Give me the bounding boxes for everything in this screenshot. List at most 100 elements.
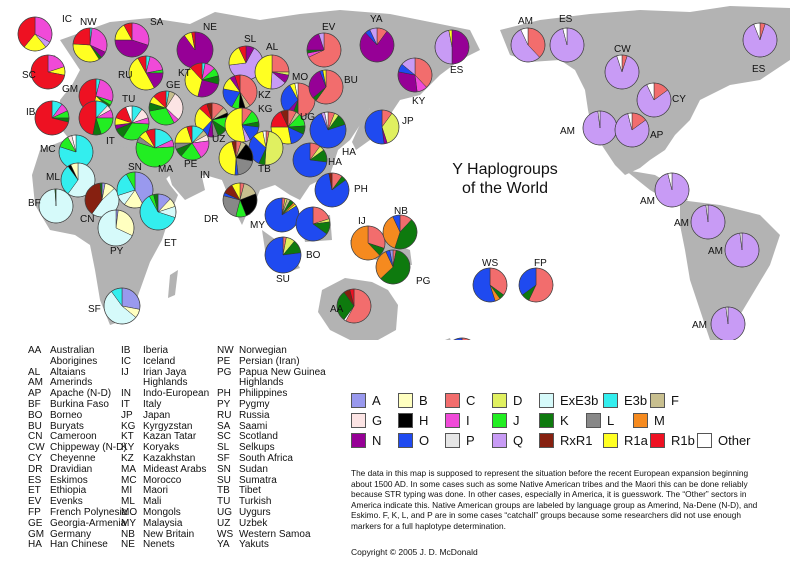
pie-outline [60, 162, 96, 198]
pie-outline [375, 249, 411, 285]
pie-chart-pg: PG [375, 249, 431, 287]
legend-item-e3b: E3b [603, 392, 650, 408]
abbreviation-name: Uzbek [239, 517, 268, 529]
pie-label: TB [258, 164, 271, 175]
abbreviation-name: Japan [143, 409, 171, 421]
legend-item-c: C [445, 392, 492, 408]
abbreviation-row: IJ Irian Jaya [121, 367, 209, 379]
legend-label: K [560, 412, 569, 428]
pie-chart-kg: KG [224, 104, 273, 143]
legend-label: H [419, 412, 429, 428]
pie-outline [510, 27, 546, 63]
abbreviation-row: DR Dravidian [28, 463, 127, 476]
pie-label: SA [150, 17, 164, 28]
abbreviation-row: HA Han Chinese [28, 540, 127, 551]
legend-row: A B C D ExE3b E3b F [351, 390, 800, 410]
pie-outline [292, 142, 328, 178]
legend-row: N O P Q RxR1 R1a R1b Other [351, 430, 800, 450]
title-line-1: Y Haplogroups [452, 161, 558, 178]
abbreviation-row: NB New Britain [121, 528, 209, 541]
legend-item-b: B [398, 392, 445, 408]
pie-label: PH [354, 184, 368, 195]
pie-chart-sc: SC [22, 54, 66, 90]
pie-chart-dr: DR [204, 182, 258, 225]
abbreviation-row: CY Cheyenne [28, 452, 127, 465]
abbreviation-row: AM Amerinds [28, 378, 127, 389]
abbreviation-name: Highlands [143, 377, 188, 389]
legend-swatch [445, 412, 460, 428]
pie-label: AM [692, 320, 707, 331]
legend-swatch [351, 412, 366, 428]
abbreviation-name: Kazan Tatar [143, 431, 197, 443]
pie-chart-bo: BO [295, 206, 331, 261]
abbreviation-name: Morocco [143, 474, 182, 486]
abbreviation-name: Burkina Faso [50, 398, 109, 410]
abbreviation-row: ET Ethiopia [28, 486, 127, 497]
pie-outline [116, 171, 154, 209]
pie-chart-ws: WS [472, 258, 508, 303]
legend-item-l: L [586, 412, 633, 428]
abbreviation-name: French Polynesia [50, 506, 128, 518]
legend-item-h: H [398, 412, 445, 428]
abbreviation-name: Australian [50, 345, 95, 356]
pie-chart-et: ET [139, 193, 177, 249]
legend-label: D [513, 392, 523, 408]
map-title: Y Haplogroups of the World [430, 160, 580, 198]
pie-label: NE [203, 22, 217, 33]
abbreviation-name: Indo-European [143, 388, 210, 400]
abbreviation-code: NB [121, 528, 135, 540]
pie-chart-it: IT [78, 100, 115, 147]
pie-outline [518, 267, 554, 303]
pie-label: RU [118, 70, 132, 81]
abbreviation-name: Philippines [239, 388, 288, 400]
pie-label: ES [450, 65, 464, 76]
pie-label: DR [204, 214, 218, 225]
pie-chart-ru: RU [118, 55, 164, 91]
pie-outline [184, 62, 220, 98]
pie-chart-ic: IC [17, 14, 72, 52]
abbreviation-row: YA Yakuts [217, 540, 326, 551]
abbreviation-name: Amerinds [50, 377, 93, 389]
pie-chart-sf: SF [88, 287, 141, 325]
pie-chart-ya: YA [359, 14, 395, 63]
legend-swatch [539, 432, 554, 448]
abbreviation-code: ML [121, 496, 135, 508]
pie-outline [295, 206, 331, 242]
legend-item-g: G [351, 412, 398, 428]
legend-label: G [372, 412, 383, 428]
pie-label: SC [22, 70, 36, 81]
pie-label: EV [322, 22, 336, 33]
pie-label: MO [292, 72, 308, 83]
abbreviation-row: KG Kyrgyzstan [121, 421, 209, 433]
legend-label: E3b [624, 392, 648, 408]
arabia-land [165, 160, 205, 200]
legend-swatch [633, 412, 648, 428]
legend-swatch [697, 432, 712, 448]
abbreviation-name: Koryaks [143, 442, 180, 454]
pie-label: AP [650, 130, 664, 141]
abbreviation-row: WS Western Samoa [217, 529, 326, 541]
abbreviation-code: CY [28, 452, 42, 464]
abbreviation-row: AL Altaians [28, 366, 127, 379]
abbreviation-code: KZ [121, 452, 134, 464]
abbreviation-code: DR [28, 463, 43, 475]
legend-item-f: F [650, 392, 697, 408]
new-zealand-land [445, 338, 451, 340]
abbreviation-name: Sumatra [239, 474, 277, 486]
legend-label: I [466, 412, 470, 428]
legend-swatch [398, 432, 413, 448]
pie-outline [254, 54, 290, 90]
abbreviation-code: ES [28, 474, 42, 486]
abbreviation-code: SU [217, 474, 231, 486]
pie-outline [309, 111, 347, 149]
legend-item-rxr1: RxR1 [539, 432, 603, 448]
pie-chart-ge: GE [148, 80, 184, 126]
madagascar-land [168, 270, 178, 298]
pie-label: GM [62, 84, 78, 95]
abbreviation-name: Altaians [50, 366, 86, 378]
abbreviation-code: SC [217, 431, 231, 443]
pie-chart-ap: AP [614, 112, 664, 148]
abbreviation-name: Mali [143, 496, 162, 508]
abbreviation-code: MY [121, 517, 136, 529]
pie-label: IT [106, 136, 115, 147]
